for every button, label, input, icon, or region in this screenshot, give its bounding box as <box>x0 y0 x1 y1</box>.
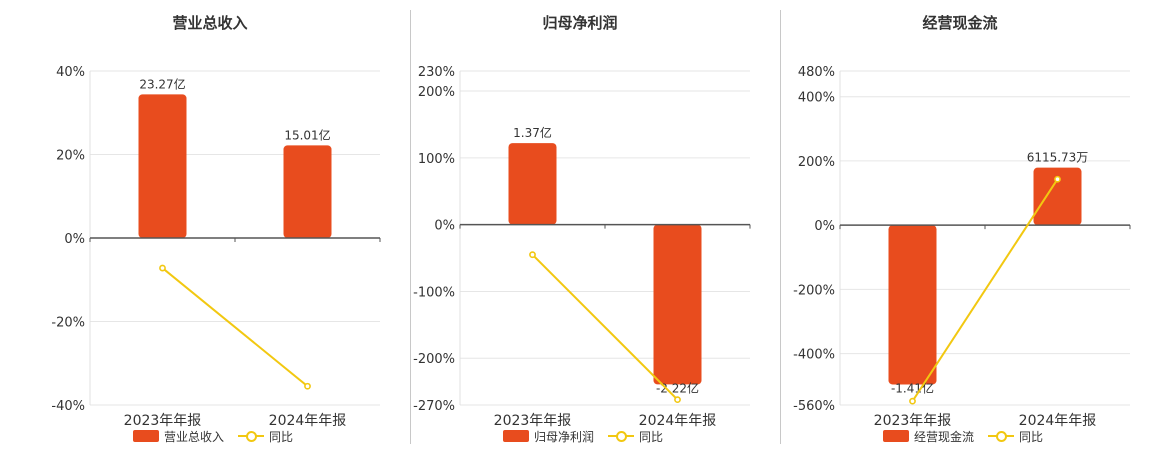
yoy-point <box>1054 175 1061 183</box>
bar-data-label: 1.37亿 <box>513 125 552 140</box>
bar <box>508 143 557 225</box>
y-tick-label: 0% <box>64 232 85 247</box>
bar-data-label: 6115.73万 <box>1027 151 1089 165</box>
y-tick-label: 480% <box>798 65 835 80</box>
legend-line-swatch <box>988 430 1015 442</box>
panel-divider <box>780 10 781 444</box>
legend-bar-swatch <box>503 430 529 442</box>
legend-line-label: 同比 <box>269 429 294 444</box>
y-tick-label: -400% <box>793 348 835 363</box>
legend-bar-swatch <box>883 430 909 442</box>
yoy-point <box>529 251 536 259</box>
y-tick-label: 200% <box>798 155 835 170</box>
chart-legend[interactable]: 营业总收入 同比 <box>133 428 293 444</box>
cashflow-chart-svg: 480% 400% 200% 0% -200% -400% -560% -1.41亿 2023年… <box>793 65 1131 429</box>
y-tick-label: 200% <box>418 85 455 100</box>
y-tick-label: 0% <box>434 219 455 234</box>
y-tick-label: -270% <box>413 399 455 414</box>
x-tick-label: 2024年年报 <box>639 413 717 429</box>
legend-line-swatch <box>238 430 265 442</box>
y-tick-label: -40% <box>51 399 85 414</box>
chart-legend[interactable]: 归母净利润 同比 <box>503 428 663 444</box>
y-tick-label: -20% <box>51 316 85 331</box>
net-profit-chart-svg: 230% 200% 100% 0% -100% -200% -270% 1.37亿 2023年年… <box>413 65 751 429</box>
legend-line-label: 同比 <box>639 429 664 444</box>
yoy-point <box>674 396 681 404</box>
bar <box>138 94 187 238</box>
bar-data-label: -2.22亿 <box>656 380 699 395</box>
yoy-point <box>304 382 311 390</box>
chart-title: 营业总收入 <box>172 14 248 32</box>
x-tick-label: 2023年年报 <box>124 413 202 429</box>
x-tick-label: 2024年年报 <box>1019 413 1097 429</box>
legend-bar-label: 营业总收入 <box>164 429 225 444</box>
yoy-line <box>531 253 679 401</box>
bar <box>653 224 702 385</box>
y-tick-label: 400% <box>798 91 835 106</box>
y-tick-label: 40% <box>56 65 85 80</box>
yoy-line <box>911 178 1059 402</box>
y-tick-label: 0% <box>814 219 835 234</box>
y-tick-label: -560% <box>793 399 835 414</box>
y-tick-label: 230% <box>418 65 455 80</box>
y-tick-label: 20% <box>56 149 85 164</box>
bar <box>1033 167 1082 226</box>
legend-line-swatch <box>608 430 635 442</box>
y-tick-label: -200% <box>793 283 835 298</box>
bar-data-label: 15.01亿 <box>284 127 330 142</box>
yoy-point <box>909 397 916 405</box>
yoy-point <box>159 264 166 272</box>
legend-line-label: 同比 <box>1019 429 1044 444</box>
chart-legend[interactable]: 经营现金流 同比 <box>883 428 1043 444</box>
legend-bar-label: 归母净利润 <box>534 429 595 444</box>
net-profit-chart-panel: 归母净利润 230% 200% 100% 0% -100% -200% -270% 1.37亿… <box>395 0 765 450</box>
bar-data-label: 23.27亿 <box>139 76 185 91</box>
x-tick-label: 2024年年报 <box>269 413 347 429</box>
panel-divider <box>410 10 411 444</box>
cashflow-chart-panel: 经营现金流 480% 400% 200% 0% -200% -400% -560% -1.41… <box>775 0 1145 450</box>
yoy-line <box>161 267 309 387</box>
y-tick-label: -100% <box>413 285 455 300</box>
x-tick-label: 2023年年报 <box>874 413 952 429</box>
chart-title: 经营现金流 <box>922 14 998 32</box>
bar <box>283 145 332 238</box>
bar <box>888 225 937 385</box>
y-tick-label: -200% <box>413 352 455 367</box>
legend-bar-swatch <box>133 430 159 442</box>
revenue-chart-panel: 营业总收入 40% 20% 0% -20% -40% 23.27亿 2023年年报 15.01… <box>25 0 395 450</box>
x-tick-label: 2023年年报 <box>494 413 572 429</box>
revenue-chart-svg: 40% 20% 0% -20% -40% 23.27亿 2023年年报 15.01亿 2024年… <box>51 65 381 429</box>
bar-data-label: -1.41亿 <box>891 380 934 395</box>
legend-bar-label: 经营现金流 <box>914 429 975 444</box>
y-tick-label: 100% <box>418 152 455 167</box>
chart-title: 归母净利润 <box>542 14 618 32</box>
